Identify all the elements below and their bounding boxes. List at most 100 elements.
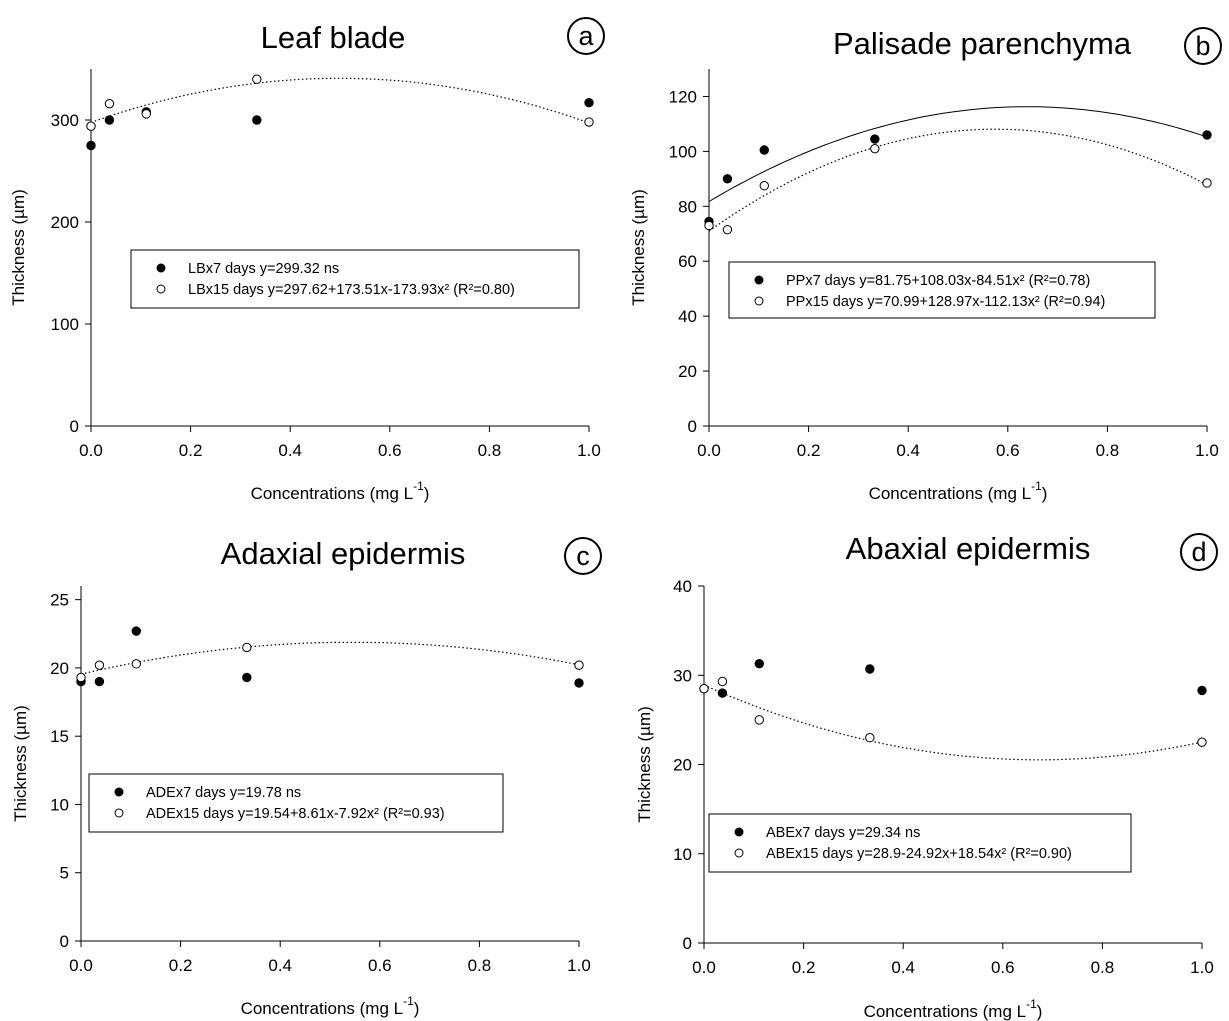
x-tick-label: 1.0 [567,956,591,975]
data-point-filled [1197,685,1207,696]
panel-leaf-blade: Leaf blade a Concentrations (mg L-1) Thi… [9,17,605,503]
x-tick-label: 1.0 [577,441,601,460]
x-tick-label: 0.8 [478,441,502,460]
y-tick-label: 0 [70,417,79,436]
data-point-filled [242,672,252,683]
legend-box [88,773,504,833]
data-point-filled [722,174,733,184]
data-point-open [131,659,141,669]
chart-title: Palisade parenchyma [833,26,1132,61]
data-point-filled [104,115,115,125]
y-tick-label: 200 [51,213,79,232]
data-point-open [870,143,880,154]
panel-letter-circle-icon [567,17,605,55]
panel-letter-circle-icon [1184,27,1222,65]
y-axis-label: Thickness (µm) [11,705,30,822]
data-point-filled [1202,130,1212,140]
x-tick-label: 1.0 [1190,958,1214,977]
legend-marker-filled-icon [114,787,124,797]
data-point-open [76,672,86,683]
data-point-filled [131,626,141,636]
legend-marker-open-icon [754,296,764,306]
panel-letter: b [1195,31,1210,61]
x-tick-label: 0.4 [891,958,915,977]
x-axis-label: Concentrations (mg L-1) [869,479,1048,503]
legend-entry: ABEx7 days y=29.34 ns [766,825,920,841]
y-tick-label: 0 [688,417,697,436]
data-point-open [104,98,115,109]
y-tick-label: 60 [678,252,697,271]
data-point-open [1202,178,1212,188]
data-point-open [865,733,875,743]
panel-letter-circle-icon [564,537,602,575]
y-tick-label: 5 [60,864,69,883]
data-point-filled [870,134,880,144]
data-point-filled [717,688,728,698]
y-tick-label: 40 [673,577,692,596]
data-point-open [722,224,733,235]
x-tick-label: 0.6 [996,441,1020,460]
x-tick-label: 0.2 [179,441,203,460]
data-point-open [94,660,105,670]
y-tick-label: 10 [673,845,692,864]
legend-box [130,249,580,309]
legend-marker-open-icon [734,848,744,858]
legend-entry: PPx7 days y=81.75+108.03x-84.51x² (R²=0.… [786,273,1090,289]
legend-marker-open-icon [114,808,124,818]
legend-box [728,261,1156,319]
x-tick-label: 0.0 [79,441,103,460]
legend-entry: ABEx15 days y=28.9-24.92x+18.54x² (R²=0.… [766,846,1072,862]
y-tick-label: 30 [673,666,692,685]
legend-marker-filled-icon [754,275,764,285]
panel-abaxial-epidermis: Abaxial epidermis d Concentrations (mg L… [635,531,1218,1021]
panel-letter: d [1191,537,1206,567]
legend-marker-filled-icon [734,827,744,837]
fit-curve [90,77,590,124]
x-tick-label: 0.0 [69,956,93,975]
x-tick-label: 0.6 [378,441,402,460]
y-axis-label: Thickness (µm) [635,706,654,823]
x-tick-label: 0.8 [468,956,492,975]
panel-adaxial-epidermis: Adaxial epidermis c Concentrations (mg L… [11,536,602,1018]
x-tick-label: 0.8 [1091,958,1115,977]
x-tick-label: 0.6 [368,956,392,975]
panel-letter-circle-icon [1180,533,1218,571]
data-point-open [242,642,252,653]
data-point-open [574,660,584,670]
data-point-open [717,676,728,687]
panel-letter: c [576,541,590,571]
legend-marker-open-icon [156,284,166,294]
legend-entry: ADEx7 days y=19.78 ns [146,785,301,801]
x-tick-label: 0.4 [268,956,292,975]
data-point-open [704,220,714,231]
y-tick-label: 10 [50,795,69,814]
x-axis-label: Concentrations (mg L-1) [864,997,1043,1021]
y-tick-label: 20 [50,659,69,678]
y-tick-label: 100 [669,142,697,161]
panel-letter: a [578,21,594,51]
x-tick-label: 0.2 [792,958,816,977]
data-point-filled [574,678,584,688]
data-point-filled [252,115,262,125]
x-tick-label: 0.2 [797,441,821,460]
fit-curve [80,641,580,675]
y-tick-label: 0 [683,934,692,953]
y-tick-label: 40 [678,307,697,326]
fit-curve [703,684,1203,761]
data-point-filled [584,97,594,108]
y-tick-label: 20 [673,756,692,775]
y-tick-label: 20 [678,362,697,381]
data-point-open [86,121,96,131]
x-tick-label: 0.4 [278,441,302,460]
y-tick-label: 100 [51,315,79,334]
y-axis-label: Thickness (µm) [629,189,648,306]
x-tick-label: 1.0 [1195,441,1219,460]
data-point-filled [865,664,875,674]
x-axis-label: Concentrations (mg L-1) [241,994,420,1018]
chart-title: Adaxial epidermis [221,536,466,571]
data-point-open [584,117,594,127]
x-tick-label: 0.6 [991,958,1015,977]
x-axis-label: Concentrations (mg L-1) [251,479,430,503]
y-tick-label: 300 [51,111,79,130]
chart-title: Leaf blade [261,20,406,55]
